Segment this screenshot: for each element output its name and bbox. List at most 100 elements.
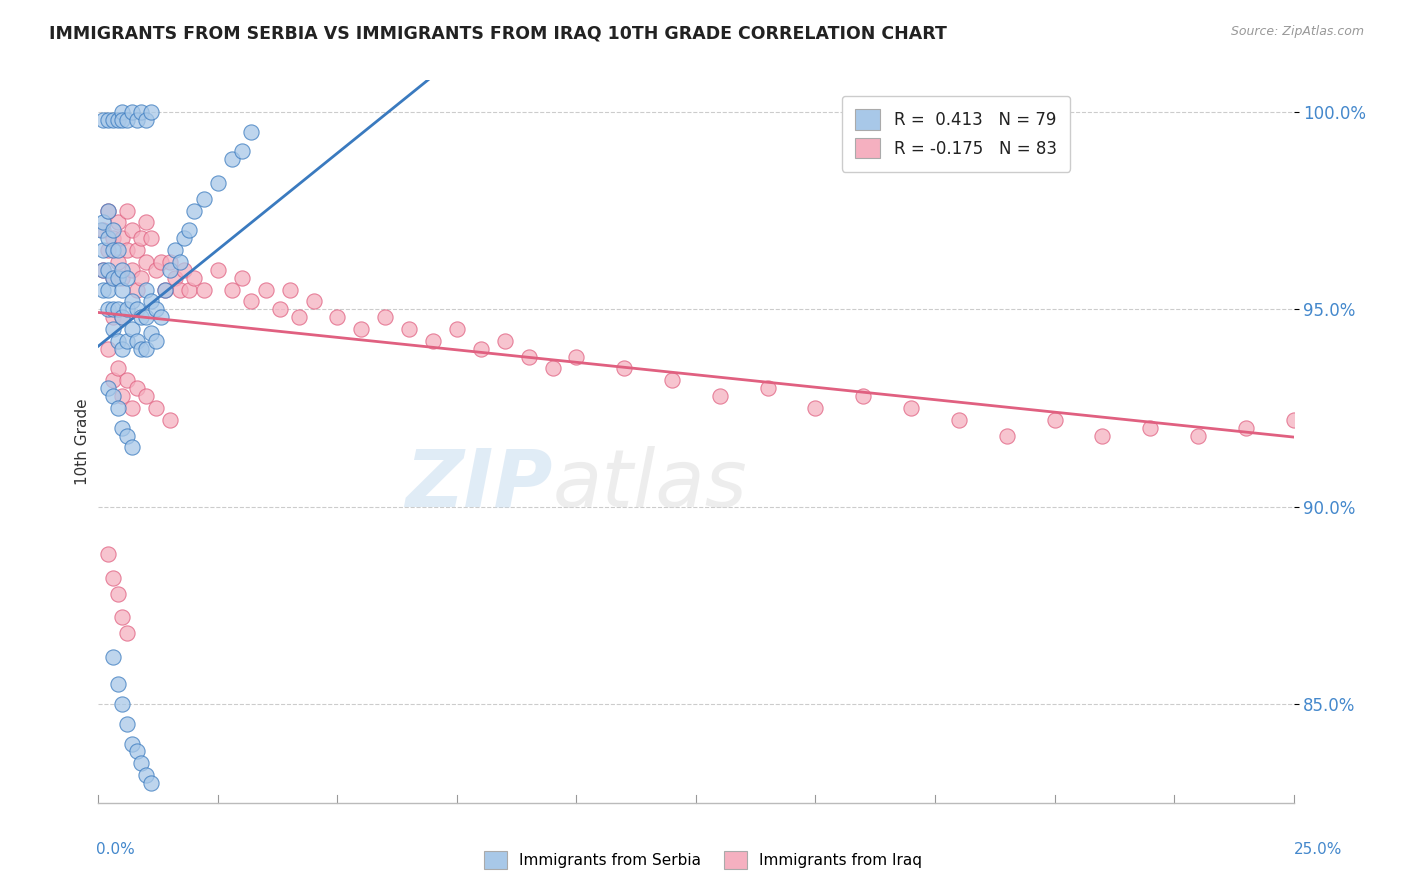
Point [135, 342, 157, 356]
Point [97, 262, 120, 277]
Point [101, 373, 124, 387]
Point [139, 104, 162, 119]
Point [183, 270, 205, 285]
Point [101, 322, 124, 336]
Point [125, 302, 148, 317]
Point [97, 203, 120, 218]
Point [145, 262, 167, 277]
Point [125, 283, 148, 297]
Point [97, 231, 120, 245]
Point [91, 223, 114, 237]
Point [115, 626, 138, 640]
Point [139, 776, 162, 790]
Point [107, 255, 129, 269]
Point [107, 243, 129, 257]
Point [91, 215, 114, 229]
Point [302, 294, 325, 309]
Point [135, 768, 157, 782]
Point [101, 270, 124, 285]
Point [517, 350, 540, 364]
Point [111, 342, 134, 356]
Point [135, 112, 157, 127]
Point [254, 283, 277, 297]
Point [101, 223, 124, 237]
Point [470, 342, 492, 356]
Legend: Immigrants from Serbia, Immigrants from Iraq: Immigrants from Serbia, Immigrants from … [478, 845, 928, 875]
Point [91, 262, 114, 277]
Point [183, 203, 205, 218]
Point [709, 389, 731, 403]
Point [115, 302, 138, 317]
Point [278, 283, 301, 297]
Point [494, 334, 516, 348]
Point [121, 294, 143, 309]
Point [101, 649, 124, 664]
Text: IMMIGRANTS FROM SERBIA VS IMMIGRANTS FROM IRAQ 10TH GRADE CORRELATION CHART: IMMIGRANTS FROM SERBIA VS IMMIGRANTS FRO… [49, 25, 948, 43]
Point [121, 104, 143, 119]
Point [111, 697, 134, 711]
Point [115, 716, 138, 731]
Point [121, 737, 143, 751]
Point [111, 389, 134, 403]
Point [207, 176, 229, 190]
Point [97, 547, 120, 561]
Point [111, 104, 134, 119]
Point [852, 389, 875, 403]
Point [155, 283, 177, 297]
Point [97, 203, 120, 218]
Point [115, 428, 138, 442]
Point [101, 571, 124, 585]
Point [173, 231, 195, 245]
Point [101, 270, 124, 285]
Point [240, 294, 263, 309]
Point [804, 401, 827, 415]
Point [756, 381, 779, 395]
Point [163, 270, 186, 285]
Point [159, 413, 181, 427]
Point [155, 283, 177, 297]
Point [145, 302, 167, 317]
Point [125, 243, 148, 257]
Point [107, 586, 129, 600]
Point [565, 350, 588, 364]
Point [101, 231, 124, 245]
Point [111, 231, 134, 245]
Point [422, 334, 444, 348]
Point [145, 334, 167, 348]
Point [115, 243, 138, 257]
Text: 25.0%: 25.0% [1295, 842, 1343, 856]
Point [135, 310, 157, 325]
Point [111, 421, 134, 435]
Point [111, 112, 134, 127]
Point [115, 373, 138, 387]
Point [221, 153, 243, 167]
Point [948, 413, 970, 427]
Point [97, 112, 120, 127]
Point [97, 283, 120, 297]
Point [111, 310, 134, 325]
Point [326, 310, 349, 325]
Text: atlas: atlas [553, 446, 748, 524]
Legend: R =  0.413   N = 79, R = -0.175   N = 83: R = 0.413 N = 79, R = -0.175 N = 83 [842, 95, 1070, 171]
Point [135, 215, 157, 229]
Text: Source: ZipAtlas.com: Source: ZipAtlas.com [1230, 25, 1364, 38]
Point [207, 262, 229, 277]
Point [107, 215, 129, 229]
Point [101, 243, 124, 257]
Point [135, 389, 157, 403]
Point [135, 255, 157, 269]
Text: 0.0%: 0.0% [96, 842, 135, 856]
Point [125, 744, 148, 758]
Point [131, 270, 153, 285]
Point [121, 223, 143, 237]
Point [107, 361, 129, 376]
Point [179, 283, 201, 297]
Point [288, 310, 311, 325]
Point [269, 302, 291, 317]
Point [541, 361, 564, 376]
Point [173, 262, 195, 277]
Point [101, 389, 124, 403]
Point [107, 401, 129, 415]
Point [111, 270, 134, 285]
Point [107, 112, 129, 127]
